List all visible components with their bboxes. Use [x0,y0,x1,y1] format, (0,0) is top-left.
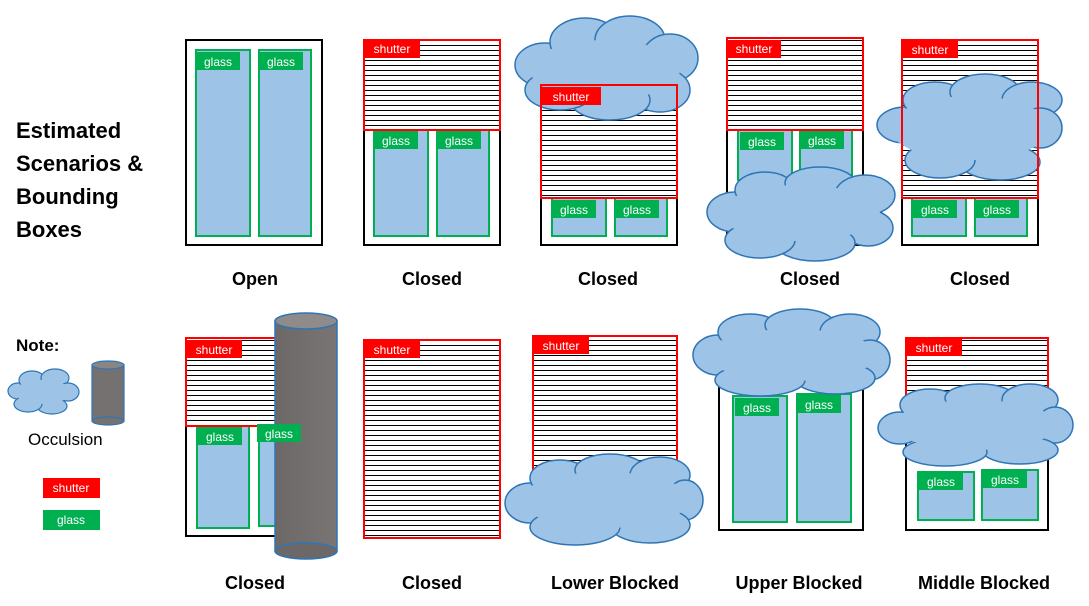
pillar-icon [91,360,125,426]
glass-tag: glass [615,200,659,218]
glass-tag: glass [374,131,418,149]
glass-tag: glass [983,470,1027,488]
scenario-caption: Middle Blocked [918,573,1050,593]
glass-tag: glass [552,200,596,218]
glass-tag: glass [196,52,240,70]
svg-text:glass: glass [382,134,410,148]
shutter-box [363,339,501,539]
svg-text:shutter: shutter [374,343,411,357]
scenario-caption: Lower Blocked [551,573,679,593]
scenario-closed-cloud-middle: shutter glass glass [876,39,1063,246]
scenario-closed-full: shutter [363,339,501,539]
legend-occlusion: Occulsion [28,430,103,449]
svg-text:glass: glass [748,135,776,149]
shutter-box-outline [901,39,1039,199]
scenario-caption: Open [232,269,278,289]
svg-text:glass: glass [206,430,234,444]
shutter-tag: shutter [364,40,420,58]
title-line-3: Bounding [16,184,119,209]
shutter-tag: shutter [364,340,420,358]
glass-box [796,393,852,523]
svg-text:glass: glass [927,475,955,489]
scenario-caption: Upper Blocked [735,573,862,593]
scenario-middle-blocked: shutter glass glass [877,337,1074,531]
occlusion-cloud [877,383,1074,467]
glass-box [258,49,312,237]
legend: Note: Occulsion shutter glass [7,336,125,530]
glass-tag: glass [735,398,779,416]
shutter-tag: shutter [906,338,962,356]
scenario-lower-blocked: shutter [504,335,704,546]
svg-text:shutter: shutter [53,481,90,495]
legend-shutter-swatch: shutter [43,478,100,498]
cloud-icon [7,368,80,415]
shutter-tag: shutter [541,87,601,105]
glass-tag: glass [257,424,301,442]
diagram-title: Estimated Scenarios & Bounding Boxes [16,118,143,242]
svg-text:shutter: shutter [196,343,233,357]
svg-text:shutter: shutter [543,339,580,353]
svg-text:glass: glass [983,203,1011,217]
glass-tag: glass [437,131,481,149]
glass-tag: glass [797,395,841,413]
glass-tag: glass [913,200,957,218]
glass-tag: glass [740,132,784,150]
svg-text:glass: glass [623,203,651,217]
svg-text:glass: glass [560,203,588,217]
svg-text:shutter: shutter [736,42,773,56]
occlusion-cloud [876,73,1063,181]
legend-note: Note: [16,336,59,355]
scenario-closed-pillar: shutter glass glass [185,312,338,560]
scenario-closed-cloud-bottom: shutter glass glass [706,37,896,262]
title-line-2: Scenarios & [16,151,143,176]
scenario-open: glass glass [185,39,323,246]
glass-tag: glass [975,200,1019,218]
glass-box [732,395,788,523]
occlusion-cloud [706,166,896,262]
svg-text:glass: glass [808,134,836,148]
shutter-tag: shutter [533,336,589,354]
glass-tag: glass [919,472,963,490]
shutter-tag: shutter [902,40,958,58]
svg-text:glass: glass [267,55,295,69]
legend-glass-swatch: glass [43,510,100,530]
shutter-tag: shutter [186,340,242,358]
scenario-closed-half: shutter glass glass [363,39,501,246]
shutter-tag: shutter [727,40,781,58]
svg-text:glass: glass [57,513,85,527]
occlusion-cloud [504,453,704,546]
svg-text:glass: glass [921,203,949,217]
svg-text:glass: glass [743,401,771,415]
occlusion-cloud [692,308,891,397]
glass-tag: glass [259,52,303,70]
glass-box [195,49,251,237]
title-line-4: Boxes [16,217,82,242]
title-line-1: Estimated [16,118,121,143]
scenario-caption: Closed [402,269,462,289]
svg-text:glass: glass [445,134,473,148]
svg-text:shutter: shutter [553,90,590,104]
scenario-caption: Closed [780,269,840,289]
svg-text:glass: glass [265,427,293,441]
glass-tag: glass [800,131,844,149]
svg-text:glass: glass [805,398,833,412]
glass-tag: glass [198,427,242,445]
shutter-box [532,335,678,472]
scenario-upper-blocked: glass glass [692,308,891,531]
svg-text:shutter: shutter [374,42,411,56]
svg-text:shutter: shutter [912,43,949,57]
scenario-caption: Closed [225,573,285,593]
shutter-box [726,37,864,131]
svg-text:glass: glass [204,55,232,69]
scenario-caption: Closed [950,269,1010,289]
scenario-caption: Closed [402,573,462,593]
shutter-box-outline [540,84,678,199]
scenario-closed-cloud-top: shutter glass glass [514,15,699,246]
svg-text:shutter: shutter [916,341,953,355]
scenario-caption: Closed [578,269,638,289]
svg-text:glass: glass [991,473,1019,487]
